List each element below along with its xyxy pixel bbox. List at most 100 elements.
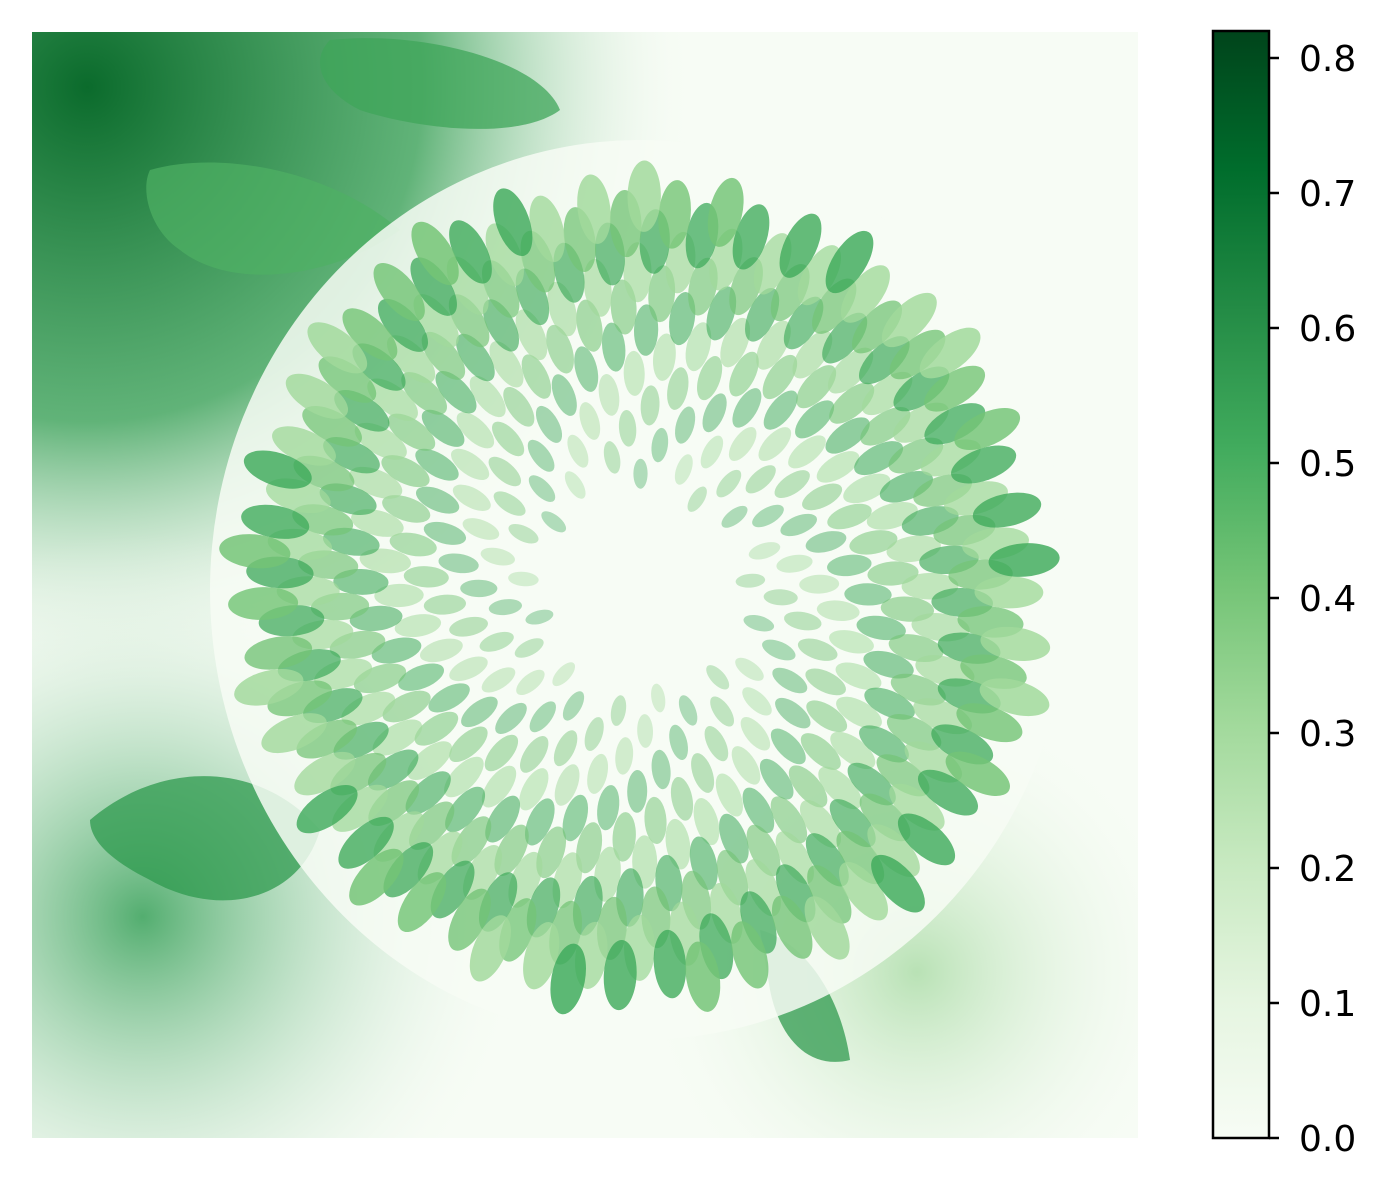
floret — [806, 700, 848, 733]
colorbar-tick-label: 0.2 — [1299, 849, 1356, 890]
floret — [770, 728, 806, 765]
floret — [859, 336, 910, 385]
floret — [421, 409, 465, 447]
floret — [851, 300, 903, 354]
floret — [849, 530, 898, 555]
floret — [541, 511, 567, 533]
floret — [480, 547, 515, 566]
floret — [742, 687, 772, 716]
floret — [601, 322, 626, 372]
floret — [294, 751, 356, 796]
floret — [428, 683, 470, 713]
floret — [373, 262, 425, 322]
floret — [552, 662, 576, 687]
floret — [775, 831, 814, 884]
floret — [550, 943, 586, 1015]
floret — [913, 698, 973, 735]
floret — [323, 437, 380, 474]
floret — [449, 616, 488, 637]
floret — [917, 769, 979, 816]
floret — [374, 583, 424, 608]
floret — [772, 667, 808, 694]
floret — [847, 762, 896, 806]
floret — [481, 667, 516, 693]
floret — [519, 768, 549, 811]
floret — [460, 579, 498, 598]
floret — [627, 770, 648, 813]
floret — [775, 697, 811, 729]
floret — [756, 320, 791, 370]
colorbar-tick-label: 0.7 — [1299, 174, 1356, 215]
floret — [715, 773, 744, 817]
floret — [779, 213, 822, 278]
floret — [411, 221, 459, 286]
floret — [653, 929, 687, 999]
floret — [843, 473, 891, 504]
floret — [377, 298, 429, 352]
floret — [610, 695, 627, 726]
floret — [451, 816, 492, 867]
floret — [535, 405, 563, 443]
floret — [503, 386, 535, 427]
floret — [296, 784, 358, 834]
floret — [685, 941, 721, 1012]
floret — [881, 292, 937, 348]
floret — [528, 475, 556, 502]
floret — [888, 437, 944, 474]
floret — [333, 721, 389, 760]
floret — [296, 719, 357, 759]
floret — [740, 717, 771, 751]
colorbar-tick-label: 0.1 — [1299, 984, 1356, 1025]
floret — [863, 650, 914, 679]
floret — [488, 599, 522, 616]
floret — [871, 854, 925, 913]
floret — [386, 335, 436, 384]
floret — [687, 486, 707, 512]
floret — [979, 678, 1050, 717]
floret — [805, 668, 846, 696]
floret — [633, 304, 659, 356]
floret — [445, 786, 486, 833]
floret — [742, 787, 775, 834]
floret — [795, 400, 835, 439]
floret — [409, 801, 455, 850]
floret — [816, 451, 860, 483]
floret — [752, 504, 784, 528]
floret — [674, 454, 693, 485]
floret — [529, 701, 557, 733]
floret — [449, 656, 488, 682]
floret — [788, 765, 828, 808]
floret — [612, 812, 636, 862]
colorbar-tick-label: 0.5 — [1299, 444, 1356, 485]
floret — [728, 427, 757, 461]
floret — [758, 427, 792, 462]
colorbar-tick-label: 0.3 — [1299, 714, 1356, 755]
floret — [272, 426, 336, 466]
heatmap-image — [32, 32, 1138, 1138]
floret — [876, 754, 930, 797]
floret — [514, 638, 544, 658]
floret — [827, 554, 872, 577]
floret — [759, 758, 794, 800]
floret — [651, 749, 671, 790]
floret — [546, 324, 574, 374]
floret — [415, 486, 460, 514]
floret — [735, 573, 766, 588]
floret — [482, 299, 520, 352]
floret — [796, 365, 837, 409]
floret — [338, 816, 394, 869]
floret — [485, 223, 524, 287]
floret — [889, 783, 945, 831]
floret — [623, 350, 645, 396]
floret — [945, 751, 1010, 796]
floret — [721, 505, 748, 528]
floret — [493, 188, 533, 257]
floret — [415, 448, 459, 481]
floret — [890, 673, 946, 706]
floret — [637, 714, 654, 748]
floret — [731, 921, 769, 989]
floret — [423, 521, 467, 545]
floret — [562, 691, 585, 721]
floret — [799, 574, 840, 594]
floret — [867, 824, 920, 877]
